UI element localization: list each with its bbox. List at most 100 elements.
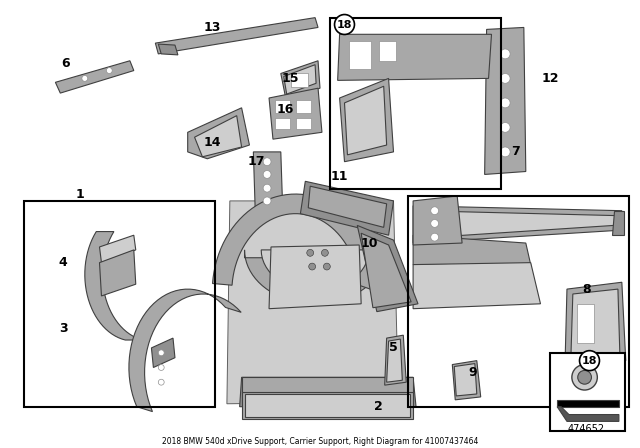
Bar bbox=[291, 73, 308, 87]
Polygon shape bbox=[557, 400, 619, 407]
Bar bbox=[275, 117, 290, 129]
Polygon shape bbox=[484, 27, 526, 174]
Circle shape bbox=[572, 365, 597, 390]
Text: 2018 BMW 540d xDrive Support, Carrier Support, Right Diagram for 41007437464: 2018 BMW 540d xDrive Support, Carrier Su… bbox=[162, 437, 478, 446]
Text: 17: 17 bbox=[248, 155, 265, 168]
Text: 6: 6 bbox=[61, 57, 70, 70]
Text: 15: 15 bbox=[282, 72, 300, 85]
Polygon shape bbox=[413, 196, 462, 245]
Bar bbox=[24, 201, 215, 407]
Polygon shape bbox=[612, 211, 624, 235]
Text: 5: 5 bbox=[389, 341, 398, 354]
Text: 14: 14 bbox=[204, 136, 221, 149]
Circle shape bbox=[106, 68, 112, 73]
Polygon shape bbox=[284, 65, 316, 94]
Polygon shape bbox=[281, 61, 320, 98]
Text: 16: 16 bbox=[277, 103, 294, 116]
Polygon shape bbox=[156, 17, 318, 54]
Polygon shape bbox=[338, 34, 492, 80]
Polygon shape bbox=[413, 235, 531, 265]
Circle shape bbox=[158, 350, 164, 356]
Polygon shape bbox=[244, 394, 410, 418]
Polygon shape bbox=[152, 338, 175, 367]
Polygon shape bbox=[158, 44, 178, 55]
Text: 8: 8 bbox=[582, 283, 591, 296]
Polygon shape bbox=[253, 152, 283, 214]
Polygon shape bbox=[85, 232, 143, 340]
Polygon shape bbox=[129, 289, 241, 412]
Circle shape bbox=[500, 147, 510, 157]
Text: 2: 2 bbox=[374, 400, 383, 413]
Circle shape bbox=[307, 250, 314, 256]
Polygon shape bbox=[56, 61, 134, 93]
Circle shape bbox=[500, 122, 510, 132]
Polygon shape bbox=[571, 289, 620, 358]
Circle shape bbox=[578, 370, 591, 384]
Bar bbox=[296, 117, 311, 129]
Polygon shape bbox=[244, 250, 386, 304]
Circle shape bbox=[263, 158, 271, 166]
Circle shape bbox=[308, 263, 316, 270]
Text: 4: 4 bbox=[59, 256, 68, 269]
Polygon shape bbox=[308, 186, 387, 227]
Polygon shape bbox=[227, 201, 398, 404]
Polygon shape bbox=[387, 339, 403, 382]
Text: 9: 9 bbox=[468, 366, 477, 379]
Polygon shape bbox=[242, 392, 413, 419]
Text: 1: 1 bbox=[76, 188, 84, 201]
Polygon shape bbox=[239, 377, 416, 407]
Text: 10: 10 bbox=[360, 237, 378, 250]
Polygon shape bbox=[300, 181, 394, 235]
Polygon shape bbox=[565, 282, 626, 365]
Circle shape bbox=[431, 220, 438, 227]
Polygon shape bbox=[242, 377, 413, 392]
Circle shape bbox=[263, 184, 271, 192]
Polygon shape bbox=[261, 250, 369, 291]
Text: 18: 18 bbox=[582, 356, 597, 366]
Polygon shape bbox=[418, 211, 616, 238]
Text: 474652: 474652 bbox=[568, 424, 605, 434]
Polygon shape bbox=[361, 233, 411, 308]
Bar bbox=[296, 100, 311, 113]
Polygon shape bbox=[413, 263, 541, 309]
Polygon shape bbox=[357, 225, 418, 312]
Text: 11: 11 bbox=[331, 170, 348, 183]
Polygon shape bbox=[99, 235, 136, 263]
Circle shape bbox=[321, 250, 328, 256]
Polygon shape bbox=[454, 364, 477, 396]
Text: 13: 13 bbox=[204, 21, 221, 34]
Bar bbox=[379, 41, 396, 61]
Polygon shape bbox=[269, 245, 361, 309]
Polygon shape bbox=[269, 88, 322, 139]
Bar bbox=[349, 41, 371, 69]
Bar bbox=[408, 196, 628, 407]
Circle shape bbox=[158, 379, 164, 385]
Text: 7: 7 bbox=[511, 146, 520, 159]
Text: 12: 12 bbox=[541, 72, 559, 85]
Polygon shape bbox=[195, 116, 242, 157]
Circle shape bbox=[500, 73, 510, 83]
Polygon shape bbox=[340, 78, 394, 162]
Polygon shape bbox=[212, 194, 379, 292]
Circle shape bbox=[263, 197, 271, 205]
Text: 18: 18 bbox=[337, 20, 352, 30]
Circle shape bbox=[82, 75, 88, 82]
Polygon shape bbox=[452, 361, 481, 400]
Circle shape bbox=[500, 49, 510, 59]
Circle shape bbox=[323, 263, 330, 270]
Bar bbox=[275, 100, 290, 113]
Polygon shape bbox=[188, 108, 250, 159]
Bar bbox=[577, 304, 595, 343]
Circle shape bbox=[431, 207, 438, 215]
Circle shape bbox=[500, 98, 510, 108]
Polygon shape bbox=[385, 335, 406, 385]
Bar bbox=[550, 353, 625, 431]
Circle shape bbox=[431, 233, 438, 241]
Circle shape bbox=[158, 365, 164, 370]
Polygon shape bbox=[557, 407, 619, 422]
Circle shape bbox=[263, 171, 271, 178]
Bar bbox=[330, 17, 501, 189]
Polygon shape bbox=[413, 206, 622, 243]
Polygon shape bbox=[344, 86, 387, 155]
Text: 3: 3 bbox=[59, 322, 68, 335]
